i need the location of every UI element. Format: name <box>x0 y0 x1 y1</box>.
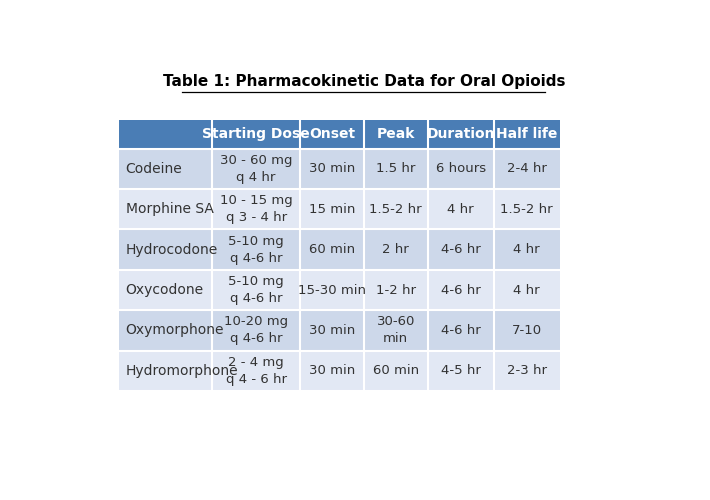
Text: 1-2 hr: 1-2 hr <box>376 284 416 296</box>
Text: 2-4 hr: 2-4 hr <box>507 162 547 175</box>
Text: Duration: Duration <box>426 127 495 141</box>
Text: 4-6 hr: 4-6 hr <box>441 243 481 256</box>
Text: 4 hr: 4 hr <box>513 243 540 256</box>
Text: 4 hr: 4 hr <box>513 284 540 296</box>
Text: 2 hr: 2 hr <box>382 243 409 256</box>
Text: 4 hr: 4 hr <box>447 202 474 215</box>
Text: 15-30 min: 15-30 min <box>298 284 366 296</box>
Bar <box>119 230 559 270</box>
Text: 5-10 mg
q 4-6 hr: 5-10 mg q 4-6 hr <box>228 234 284 264</box>
Bar <box>119 189 559 230</box>
Text: 6 hours: 6 hours <box>435 162 486 175</box>
Bar <box>119 148 559 189</box>
Text: 30 min: 30 min <box>309 324 355 337</box>
Text: 30 min: 30 min <box>309 162 355 175</box>
Text: 30 - 60 mg
q 4 hr: 30 - 60 mg q 4 hr <box>220 154 293 184</box>
Text: Hydrocodone: Hydrocodone <box>126 242 218 256</box>
Text: 60 min: 60 min <box>373 364 419 378</box>
Text: Morphine SA: Morphine SA <box>126 202 214 216</box>
Text: Table 1: Pharmacokinetic Data for Oral Opioids: Table 1: Pharmacokinetic Data for Oral O… <box>163 74 565 88</box>
Text: Peak: Peak <box>376 127 415 141</box>
Text: Oxycodone: Oxycodone <box>126 283 204 297</box>
Text: Oxymorphone: Oxymorphone <box>126 324 224 338</box>
Text: 4-5 hr: 4-5 hr <box>441 364 481 378</box>
Text: Onset: Onset <box>309 127 355 141</box>
Text: Codeine: Codeine <box>126 162 182 176</box>
Text: 5-10 mg
q 4-6 hr: 5-10 mg q 4-6 hr <box>228 275 284 305</box>
Text: 4-6 hr: 4-6 hr <box>441 324 481 337</box>
Text: 10 - 15 mg
q 3 - 4 hr: 10 - 15 mg q 3 - 4 hr <box>220 194 293 224</box>
Bar <box>119 270 559 310</box>
Bar <box>119 120 559 148</box>
Text: 2 - 4 mg
q 4 - 6 hr: 2 - 4 mg q 4 - 6 hr <box>226 356 287 386</box>
Text: 2-3 hr: 2-3 hr <box>507 364 547 378</box>
Text: 30 min: 30 min <box>309 364 355 378</box>
Bar <box>119 350 559 391</box>
Text: 30-60
min: 30-60 min <box>376 316 415 346</box>
Text: 15 min: 15 min <box>309 202 355 215</box>
Text: 1.5-2 hr: 1.5-2 hr <box>501 202 553 215</box>
Text: 10-20 mg
q 4-6 hr: 10-20 mg q 4-6 hr <box>224 316 288 346</box>
Text: 1.5-2 hr: 1.5-2 hr <box>369 202 422 215</box>
Text: Starting Dose: Starting Dose <box>202 127 310 141</box>
Text: Hydromorphone: Hydromorphone <box>126 364 239 378</box>
Text: 60 min: 60 min <box>309 243 355 256</box>
Text: Half life: Half life <box>496 127 557 141</box>
Bar <box>119 310 559 350</box>
Text: 4-6 hr: 4-6 hr <box>441 284 481 296</box>
Text: 1.5 hr: 1.5 hr <box>376 162 415 175</box>
Text: 7-10: 7-10 <box>512 324 542 337</box>
